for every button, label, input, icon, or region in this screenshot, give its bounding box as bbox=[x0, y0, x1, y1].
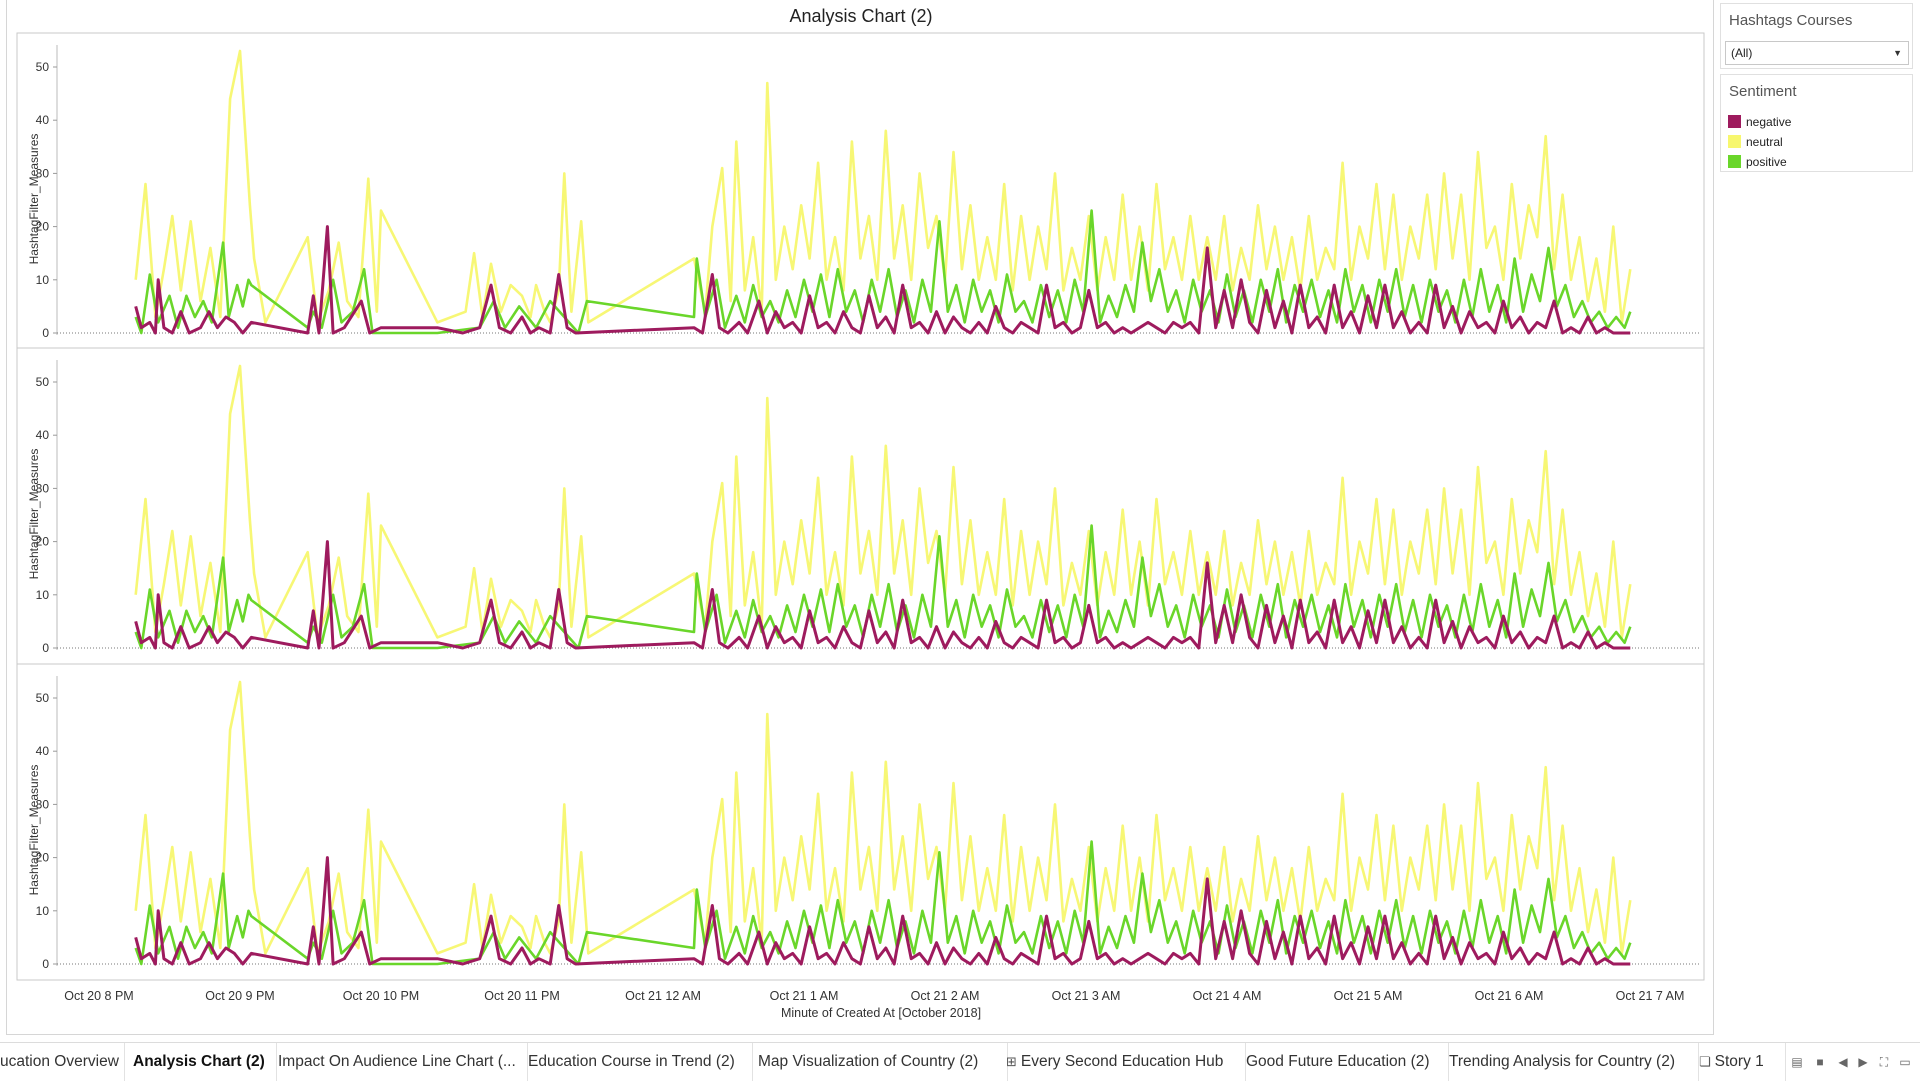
legend-title: Sentiment bbox=[1729, 83, 1797, 100]
y-tick-label: 20 bbox=[36, 535, 50, 549]
chevron-down-icon[interactable]: ▼ bbox=[1893, 48, 1902, 58]
y-tick-label: 30 bbox=[36, 481, 50, 495]
series-line-negative bbox=[134, 225, 1631, 335]
tab-label: Impact On Audience Line Chart (... bbox=[278, 1053, 516, 1070]
y-tick-label: 40 bbox=[36, 428, 50, 442]
tab-education-course-trend[interactable]: Education Course in Trend (2) bbox=[522, 1043, 753, 1081]
x-tick-label: Oct 21 12 AM bbox=[625, 989, 701, 1003]
panel-frame bbox=[16, 663, 1705, 981]
y-tick-label: 40 bbox=[36, 744, 50, 758]
series-line-negative bbox=[134, 540, 1631, 650]
x-tick-label: Oct 21 7 AM bbox=[1616, 989, 1685, 1003]
series-line-neutral bbox=[134, 49, 1632, 324]
y-tick-label: 10 bbox=[36, 588, 50, 602]
chart-panel: 0 10 20 30 40 50 HashtagFilter_Measures bbox=[16, 663, 1705, 981]
legend-swatch bbox=[1728, 135, 1741, 148]
series-line-neutral bbox=[134, 680, 1632, 955]
y-axis-label: HashtagFilter_Measures bbox=[27, 134, 41, 265]
tab-label: Analysis Chart (2) bbox=[133, 1053, 265, 1070]
y-tick-label: 50 bbox=[36, 60, 50, 74]
legend-item-negative[interactable]: negative bbox=[1728, 115, 1791, 131]
y-tick-label: 30 bbox=[36, 797, 50, 811]
hashtags-courses-dropdown[interactable]: (All) ▼ bbox=[1725, 41, 1909, 65]
tab-education-overview[interactable]: ucation Overview bbox=[0, 1043, 125, 1081]
filter-card: Hashtags Courses (All) ▼ bbox=[1720, 3, 1913, 69]
legend-swatch bbox=[1728, 115, 1741, 128]
presentation-icon[interactable]: ▭ bbox=[1899, 1055, 1911, 1069]
prev-sheet-icon[interactable]: ◀ bbox=[1838, 1055, 1848, 1069]
legend-label: neutral bbox=[1746, 135, 1783, 149]
tab-label: Good Future Education (2) bbox=[1246, 1053, 1430, 1070]
tab-trending-analysis-country[interactable]: Trending Analysis for Country (2) bbox=[1443, 1043, 1699, 1081]
next-sheet-icon[interactable]: ▶ bbox=[1858, 1055, 1868, 1069]
tab-analysis-chart[interactable]: Analysis Chart (2) bbox=[127, 1043, 277, 1081]
tab-every-second-education-hub[interactable]: ⊞ Every Second Education Hub bbox=[1000, 1043, 1246, 1081]
sheet-tab-bar: ucation Overview Analysis Chart (2) Impa… bbox=[0, 1042, 1920, 1081]
x-tick-label: Oct 20 10 PM bbox=[343, 989, 419, 1003]
series-line-positive bbox=[134, 209, 1632, 335]
series-line-positive bbox=[134, 840, 1632, 966]
dashboard-icon: ⊞ bbox=[1006, 1054, 1017, 1069]
tab-label: ucation Overview bbox=[0, 1053, 119, 1070]
chart-view: Analysis Chart (2) Oct 20 8 PM Oct 20 9 P… bbox=[6, 0, 1714, 1035]
tab-label: Trending Analysis for Country (2) bbox=[1449, 1053, 1675, 1070]
tab-impact-on-audience[interactable]: Impact On Audience Line Chart (... bbox=[272, 1043, 528, 1081]
y-tick-label: 20 bbox=[36, 851, 50, 865]
tab-label: Education Course in Trend (2) bbox=[528, 1053, 735, 1070]
x-tick-label: Oct 21 6 AM bbox=[1475, 989, 1544, 1003]
y-tick-label: 0 bbox=[42, 326, 49, 340]
series-line-neutral bbox=[134, 364, 1632, 639]
chart-panel: 0 10 20 30 40 50 HashtagFilter_Measures bbox=[16, 32, 1705, 349]
x-tick-label: Oct 21 2 AM bbox=[911, 989, 980, 1003]
legend-label: positive bbox=[1746, 155, 1787, 169]
legend-item-positive[interactable]: positive bbox=[1728, 155, 1787, 171]
y-tick-label: 50 bbox=[36, 691, 50, 705]
x-tick-label: Oct 20 9 PM bbox=[205, 989, 274, 1003]
y-tick-label: 30 bbox=[36, 166, 50, 180]
legend-item-neutral[interactable]: neutral bbox=[1728, 135, 1783, 151]
tab-story-1[interactable]: ❏ Story 1 bbox=[1693, 1043, 1786, 1081]
x-tick-label: Oct 21 1 AM bbox=[770, 989, 839, 1003]
filter-selected-value: (All) bbox=[1731, 46, 1753, 60]
x-tick-label: Oct 20 11 PM bbox=[484, 989, 560, 1003]
series-line-positive bbox=[134, 524, 1632, 650]
tab-label: Map Visualization of Country (2) bbox=[758, 1053, 979, 1070]
y-tick-label: 50 bbox=[36, 375, 50, 389]
legend-swatch bbox=[1728, 155, 1741, 168]
y-axis-label: HashtagFilter_Measures bbox=[27, 449, 41, 580]
x-tick-label: Oct 21 5 AM bbox=[1334, 989, 1403, 1003]
y-axis-label: HashtagFilter_Measures bbox=[27, 765, 41, 896]
filter-title: Hashtags Courses bbox=[1729, 12, 1853, 29]
x-tick-label: Oct 20 8 PM bbox=[64, 989, 133, 1003]
legend-card: Sentiment negative neutral positive bbox=[1720, 74, 1913, 172]
chart-title: Analysis Chart (2) bbox=[789, 6, 933, 26]
y-tick-label: 10 bbox=[36, 904, 50, 918]
x-tick-label: Oct 21 3 AM bbox=[1052, 989, 1121, 1003]
x-tick-label: Oct 21 4 AM bbox=[1193, 989, 1262, 1003]
y-tick-label: 0 bbox=[42, 957, 49, 971]
series-line-negative bbox=[134, 856, 1631, 966]
tab-label: Every Second Education Hub bbox=[1020, 1053, 1224, 1070]
tab-good-future-education[interactable]: Good Future Education (2) bbox=[1240, 1043, 1449, 1081]
legend-label: negative bbox=[1746, 115, 1792, 129]
fullscreen-icon[interactable]: ⛶ bbox=[1879, 1055, 1889, 1069]
sheet-sorter-icon[interactable]: ▤ bbox=[1791, 1055, 1803, 1069]
y-tick-label: 0 bbox=[42, 641, 49, 655]
filmstrip-icon[interactable]: ■ bbox=[1816, 1055, 1824, 1069]
y-tick-label: 40 bbox=[36, 113, 50, 127]
y-tick-label: 20 bbox=[36, 220, 50, 234]
tab-map-visualization[interactable]: Map Visualization of Country (2) bbox=[752, 1043, 1008, 1081]
x-axis-label: Minute of Created At [October 2018] bbox=[781, 1006, 981, 1020]
story-icon: ❏ bbox=[1699, 1054, 1711, 1069]
chart-panel: 0 10 20 30 40 50 HashtagFilter_Measures bbox=[16, 347, 1705, 665]
y-tick-label: 10 bbox=[36, 273, 50, 287]
line-chart[interactable]: Oct 20 8 PM Oct 20 9 PM Oct 20 10 PM Oct 20… bbox=[7, 0, 1713, 1035]
tab-label: Story 1 bbox=[1714, 1053, 1764, 1070]
